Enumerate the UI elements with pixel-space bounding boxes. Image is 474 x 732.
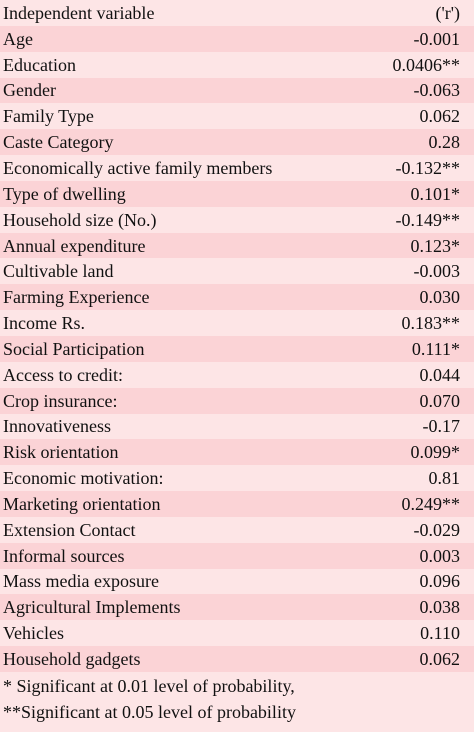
table-row: Age -0.001 (0, 25, 474, 52)
correlation-value: 0.81 (428, 468, 461, 489)
variable-name: Type of dwelling (3, 183, 126, 204)
table-body: Age -0.001 Education 0.0406** Gender -0.… (0, 25, 474, 672)
table-row: Informal sources 0.003 (0, 542, 474, 569)
correlation-value: 0.044 (419, 364, 461, 385)
header-r-value: ('r') (435, 2, 460, 23)
header-independent-variable: Independent variable (3, 2, 155, 23)
variable-name: Economically active family members (3, 157, 273, 178)
correlation-value: 0.003 (419, 545, 461, 566)
table-row: Economically active family members -0.13… (0, 155, 474, 181)
variable-name: Mass media exposure (3, 571, 159, 592)
correlation-value: 0.096 (419, 571, 461, 592)
variable-name: Family Type (3, 106, 94, 127)
table-row: Access to credit: 0.044 (0, 361, 474, 388)
variable-name: Agricultural Implements (3, 597, 181, 618)
table-row: Social Participation 0.111* (0, 335, 474, 362)
footnote-significance-005: **Significant at 0.05 level of probabili… (3, 701, 296, 722)
correlation-value: 0.030 (419, 287, 461, 308)
variable-name: Crop insurance: (3, 390, 118, 411)
correlation-table: Independent variable ('r') Age -0.001 Ed… (0, 0, 474, 672)
variable-name: Marketing orientation (3, 493, 161, 514)
table-row: Risk orientation 0.099* (0, 439, 474, 466)
variable-name: Age (3, 28, 33, 49)
table-row: Gender -0.063 (0, 77, 474, 104)
correlation-value: -0.003 (413, 261, 461, 282)
variable-name: Farming Experience (3, 287, 150, 308)
correlation-value: 0.101* (410, 183, 461, 204)
correlation-value: -0.029 (413, 519, 461, 540)
correlation-value: 0.110 (420, 623, 460, 644)
table-row: Education 0.0406** (0, 51, 474, 78)
table-row: Vehicles 0.110 (0, 620, 474, 647)
correlation-value: 0.099* (410, 442, 461, 463)
table-row: Innovativeness -0.17 (0, 413, 474, 440)
variable-name: Vehicles (3, 623, 64, 644)
table-row: Annual expenditure 0.123* (0, 232, 474, 259)
correlation-value: 0.070 (419, 390, 461, 411)
table-row: Type of dwelling 0.101* (0, 180, 474, 207)
variable-name: Economic motivation: (3, 468, 164, 489)
correlation-value: -0.063 (413, 80, 461, 101)
correlation-value: 0.249** (401, 493, 461, 514)
correlation-value: -0.17 (422, 416, 461, 437)
correlation-value: 0.183** (401, 313, 461, 334)
correlation-value: 0.038 (419, 597, 461, 618)
table-row: Mass media exposure 0.096 (0, 568, 474, 595)
variable-name: Risk orientation (3, 442, 119, 463)
header-row: Independent variable ('r') (0, 0, 474, 26)
correlation-value: -0.001 (413, 28, 461, 49)
correlation-value: 0.0406** (392, 54, 461, 75)
variable-name: Extension Contact (3, 519, 136, 540)
table-row: Extension Contact -0.029 (0, 516, 474, 543)
correlation-value: 0.062 (419, 106, 461, 127)
variable-name: Education (3, 54, 76, 75)
table-row: Marketing orientation 0.249** (0, 491, 474, 517)
variable-name: Gender (3, 80, 56, 101)
table-row: Cultivable land -0.003 (0, 258, 474, 285)
variable-name: Annual expenditure (3, 235, 146, 256)
correlation-value: -0.132** (395, 157, 461, 178)
variable-name: Cultivable land (3, 261, 114, 282)
variable-name: Innovativeness (3, 416, 111, 437)
variable-name: Income Rs. (3, 313, 85, 334)
table-row: Crop insurance: 0.070 (0, 387, 474, 414)
table-row: Household gadgets 0.062 (0, 646, 474, 672)
table-footnotes: * Significant at 0.01 level of probabili… (0, 671, 474, 725)
table-row: Household size (No.) -0.149** (0, 206, 474, 233)
variable-name: Caste Category (3, 132, 114, 153)
table-row: Farming Experience 0.030 (0, 284, 474, 311)
footnote-significance-001: * Significant at 0.01 level of probabili… (3, 675, 295, 696)
table-row: Economic motivation: 0.81 (0, 465, 474, 492)
correlation-value: 0.28 (428, 132, 461, 153)
table-row: Agricultural Implements 0.038 (0, 594, 474, 621)
variable-name: Social Participation (3, 338, 145, 359)
table-row: Family Type 0.062 (0, 103, 474, 130)
variable-name: Household gadgets (3, 649, 141, 670)
correlation-value: -0.149** (395, 209, 461, 230)
correlation-value: 0.123* (410, 235, 461, 256)
correlation-value: 0.111* (411, 338, 460, 359)
variable-name: Household size (No.) (3, 209, 157, 230)
table-header: Independent variable ('r') (0, 0, 474, 26)
table-row: Caste Category 0.28 (0, 129, 474, 156)
variable-name: Access to credit: (3, 364, 123, 385)
correlation-value: 0.062 (419, 649, 461, 670)
table-row: Income Rs. 0.183** (0, 310, 474, 336)
variable-name: Informal sources (3, 545, 125, 566)
